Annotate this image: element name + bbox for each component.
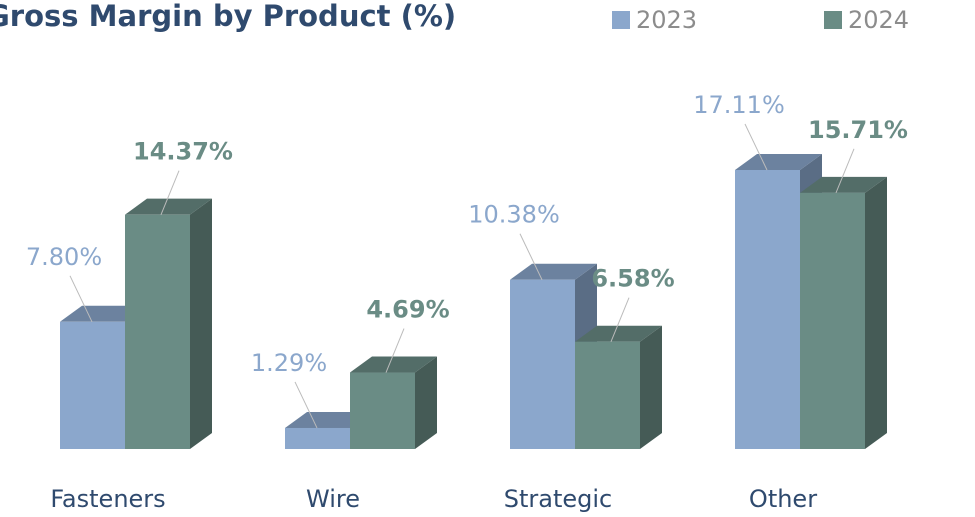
bar: [735, 170, 800, 449]
bar-side: [865, 176, 887, 450]
bar-top: [350, 356, 437, 373]
leader-line: [160, 170, 180, 215]
leader-line: [519, 233, 543, 280]
bar-top: [735, 154, 822, 170]
leader-line: [744, 123, 768, 171]
x-tick-label: Other: [749, 485, 817, 513]
legend-label: 2024: [848, 6, 909, 34]
x-tick-label: Strategic: [504, 485, 613, 513]
bar: [350, 372, 415, 449]
leader-line: [385, 328, 405, 373]
x-tick-label: Fasteners: [50, 485, 165, 513]
data-label: 1.29%: [251, 349, 327, 377]
bar-side: [190, 198, 212, 449]
bar: [800, 192, 865, 450]
bar-top: [800, 176, 887, 193]
data-label: 10.38%: [468, 201, 560, 229]
data-label: 4.69%: [366, 296, 449, 324]
x-tick-label: Wire: [306, 485, 360, 513]
data-label: 7.80%: [26, 243, 102, 271]
leader-line: [69, 275, 93, 323]
data-label: 15.71%: [808, 116, 908, 144]
data-label: 6.58%: [591, 265, 674, 293]
bar-top: [575, 325, 662, 342]
data-label: 17.11%: [693, 91, 785, 119]
bar-side: [415, 356, 437, 449]
leader-line: [835, 148, 855, 194]
bar-top: [125, 198, 212, 215]
bar: [510, 279, 575, 449]
bar: [575, 341, 640, 449]
data-label: 14.37%: [133, 138, 233, 166]
chart-title: Gross Margin by Product (%): [0, 0, 456, 33]
bar-side: [640, 325, 662, 449]
bar: [125, 214, 190, 449]
legend-label: 2023: [636, 6, 697, 34]
legend-swatch: [612, 11, 630, 29]
leader-line: [610, 297, 630, 342]
bar: [60, 321, 125, 449]
leader-line: [294, 381, 318, 429]
legend-swatch: [824, 11, 842, 29]
bar-top: [510, 263, 597, 280]
bar: [285, 427, 350, 449]
